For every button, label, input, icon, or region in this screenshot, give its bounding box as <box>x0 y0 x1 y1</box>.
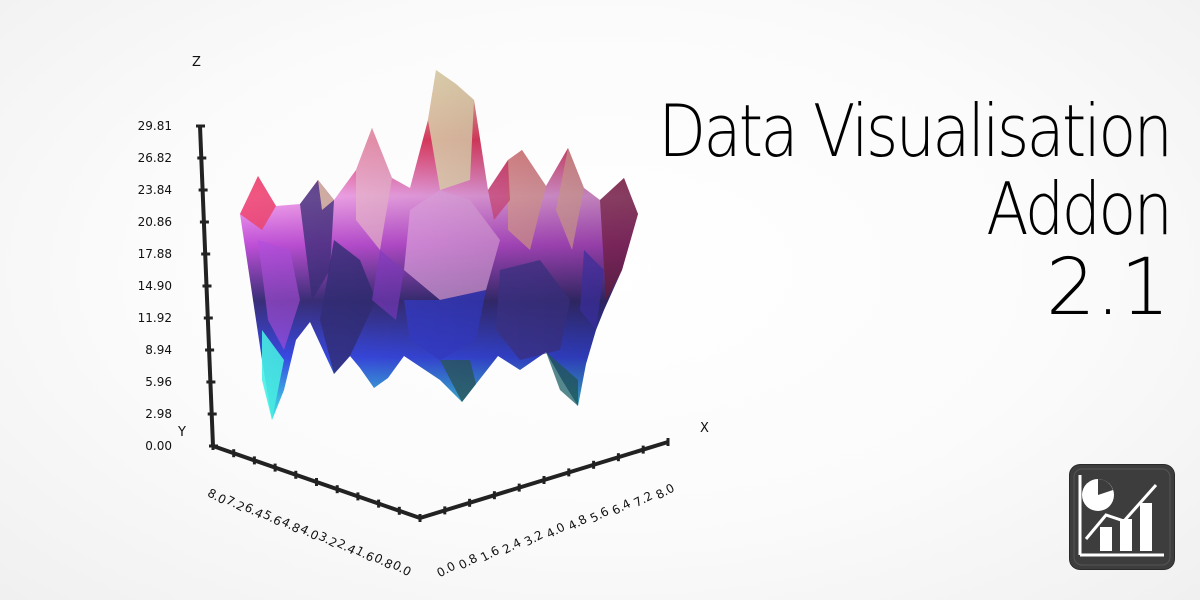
z-tick-label: 20.86 <box>138 215 172 229</box>
x-tick-label: 8.0 <box>653 481 676 502</box>
x-tick-label: 5.6 <box>588 504 611 525</box>
z-tick-label: 5.96 <box>145 375 172 389</box>
surface-shading <box>240 70 638 420</box>
title-line-1: Data Visualisation <box>658 89 1173 173</box>
z-tick-label: 11.92 <box>138 311 172 325</box>
x-tick-label: 4.8 <box>566 512 589 533</box>
banner-title: Data Visualisation Addon 2.1 <box>575 89 1173 333</box>
z-tick-label: 26.82 <box>138 151 172 165</box>
axes: 0.00 2.98 5.96 8.94 11.92 14.90 17.88 20.86 23.8… <box>138 119 677 580</box>
x-tick-label: 0.0 <box>434 559 457 580</box>
z-tick-label: 2.98 <box>145 407 172 421</box>
x-tick-label: 1.6 <box>478 543 501 564</box>
y-axis-label: Y <box>177 425 186 440</box>
x-tick-label: 2.4 <box>500 535 523 556</box>
x-tick-label: 7.2 <box>632 489 655 510</box>
z-tick-label: 14.90 <box>138 279 172 293</box>
title-line-2: Addon <box>985 167 1173 251</box>
z-tick-label: 0.00 <box>145 439 172 453</box>
z-tick-label: 29.81 <box>138 119 172 133</box>
version-number: 2.1 <box>1045 243 1170 333</box>
z-axis-label: Z <box>192 55 201 70</box>
x-axis-label: X <box>700 421 709 436</box>
z-tick-label: 17.88 <box>138 247 172 261</box>
chart-addon-icon <box>1070 465 1174 569</box>
x-tick-label: 0.8 <box>456 551 479 572</box>
x-tick-label: 3.2 <box>522 528 545 549</box>
z-tick-label: 23.84 <box>138 183 172 197</box>
x-tick-label: 6.4 <box>610 496 633 517</box>
surface-plot <box>240 70 638 420</box>
x-tick-label: 4.0 <box>544 520 567 541</box>
z-tick-label: 8.94 <box>145 343 172 357</box>
